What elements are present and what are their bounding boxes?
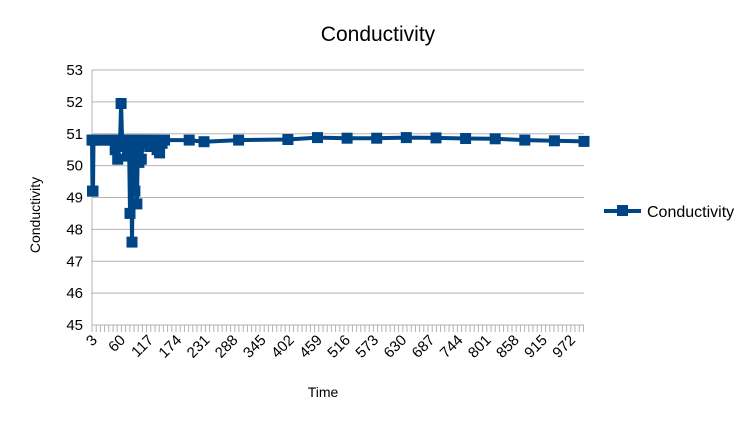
- x-tick-label: 972: [549, 332, 579, 362]
- data-point-2: [87, 185, 99, 197]
- data-point-16: [118, 141, 130, 152]
- y-tick-label: 53: [66, 62, 83, 79]
- grid: [92, 69, 584, 326]
- x-tick-label: 915: [521, 332, 551, 362]
- y-tick-label: 47: [66, 253, 83, 270]
- x-tick-label: 3: [83, 332, 101, 350]
- data-point-55: [578, 135, 590, 147]
- series-line-0: [90, 101, 585, 245]
- x-axis-minor-ticks: [91, 325, 584, 332]
- y-tick-label: 45: [66, 317, 83, 334]
- data-point-43: [198, 136, 210, 148]
- legend: Conductivity: [604, 204, 734, 221]
- x-tick-label: 516: [324, 332, 354, 362]
- data-point-48: [371, 132, 383, 144]
- x-tick-label: 858: [493, 332, 523, 362]
- x-tick-label: 60: [105, 332, 129, 356]
- y-axis-label: Conductivity: [27, 177, 43, 253]
- x-tick-label: 573: [352, 332, 382, 362]
- y-tick-label: 46: [66, 285, 83, 302]
- legend-marker: [617, 205, 628, 216]
- x-tick-label: 801: [465, 332, 495, 362]
- data-point-53: [519, 134, 531, 146]
- data-point-44: [233, 134, 245, 146]
- data-point-20: [124, 207, 136, 219]
- y-tick-label: 50: [66, 158, 83, 175]
- x-tick-label: 459: [296, 332, 326, 362]
- data-point-52: [489, 133, 501, 145]
- data-point-23: [127, 147, 139, 159]
- data-point-41: [159, 134, 170, 146]
- series-layer: [86, 98, 590, 248]
- y-tick-label: 49: [66, 190, 83, 207]
- x-axis-label: Time: [308, 384, 339, 400]
- y-tick-label: 52: [66, 94, 83, 111]
- data-point-11: [112, 153, 124, 165]
- y-axis-ticks: 45 46 47 48 49 50 51 52 53: [66, 62, 83, 334]
- x-tick-label: 345: [240, 332, 270, 362]
- x-tick-label: 687: [409, 332, 439, 362]
- chart-title: Conductivity: [321, 23, 436, 46]
- data-point-28: [132, 141, 144, 152]
- data-point-50: [430, 132, 442, 144]
- data-point-39: [154, 147, 166, 159]
- data-point-31: [135, 153, 147, 165]
- y-tick-label: 51: [66, 126, 83, 143]
- data-point-27: [131, 198, 143, 210]
- data-point-35: [144, 141, 156, 152]
- data-point-47: [341, 132, 353, 144]
- data-point-51: [460, 133, 472, 144]
- data-point-22: [126, 236, 138, 248]
- x-tick-label: 117: [128, 332, 157, 361]
- data-point-45: [282, 134, 294, 145]
- x-axis-ticks: 3 60 1171742312883454024595165736306877448…: [83, 332, 579, 362]
- x-tick-label: 402: [268, 332, 298, 362]
- data-point-42: [183, 134, 195, 146]
- x-tick-label: 744: [437, 332, 467, 362]
- data-point-54: [548, 135, 560, 147]
- data-point-9: [109, 144, 121, 156]
- x-tick-label: 288: [212, 332, 242, 362]
- data-point-49: [400, 132, 412, 144]
- data-point-25: [129, 185, 141, 197]
- data-point-14: [115, 98, 127, 109]
- data-point-46: [312, 132, 323, 144]
- y-tick-label: 48: [66, 221, 83, 238]
- x-tick-label: 630: [381, 332, 411, 362]
- x-tick-label: 231: [184, 332, 214, 362]
- data-point-37: [149, 134, 161, 146]
- legend-label: Conductivity: [647, 204, 734, 221]
- x-tick-label: 174: [155, 332, 185, 362]
